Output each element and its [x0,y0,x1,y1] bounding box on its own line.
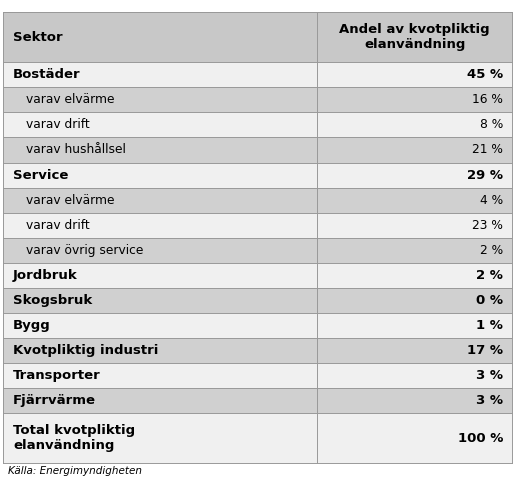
Text: 29 %: 29 % [467,169,503,181]
Bar [3,338,317,363]
Text: 17 %: 17 % [467,344,503,357]
Text: varav övrig service: varav övrig service [26,244,143,257]
Text: Total kvotpliktig
elanvändning: Total kvotpliktig elanvändning [13,424,135,452]
Bar [3,313,317,338]
Bar [317,112,512,138]
Text: Jordbruk: Jordbruk [13,269,78,282]
Text: 3 %: 3 % [476,394,503,407]
Text: 2 %: 2 % [476,269,503,282]
Bar [3,213,317,238]
Bar [317,87,512,112]
Text: 1 %: 1 % [476,319,503,332]
Bar [317,62,512,87]
Bar [3,238,317,263]
Text: Transporter: Transporter [13,369,100,382]
Text: Fjärrvärme: Fjärrvärme [13,394,96,407]
Bar [3,188,317,213]
Bar [3,363,317,388]
Bar [317,313,512,338]
Text: 0 %: 0 % [476,294,503,307]
Text: Källa: Energimyndigheten: Källa: Energimyndigheten [8,466,142,475]
Bar [3,112,317,138]
Bar [317,12,512,62]
Text: 23 %: 23 % [472,219,503,232]
Text: Bygg: Bygg [13,319,50,332]
Bar [3,263,317,288]
Bar [317,163,512,188]
Text: varav elvärme: varav elvärme [26,194,114,207]
Bar [317,138,512,163]
Bar [3,288,317,313]
Bar [317,213,512,238]
Bar [3,87,317,112]
Bar [317,338,512,363]
Text: varav elvärme: varav elvärme [26,94,114,106]
Bar [317,413,512,463]
Text: 4 %: 4 % [480,194,503,207]
Text: Kvotpliktig industri: Kvotpliktig industri [13,344,158,357]
Text: varav hushållsel: varav hushållsel [26,144,126,156]
Bar [3,163,317,188]
Bar [317,363,512,388]
Text: Bostäder: Bostäder [13,69,80,81]
Text: 2 %: 2 % [480,244,503,257]
Bar [3,388,317,413]
Bar [3,138,317,163]
Bar [317,263,512,288]
Text: 45 %: 45 % [467,69,503,81]
Text: 100 %: 100 % [458,432,503,444]
Bar [317,238,512,263]
Text: Andel av kvotpliktig
elanvändning: Andel av kvotpliktig elanvändning [339,24,490,51]
Text: varav drift: varav drift [26,119,90,131]
Text: 3 %: 3 % [476,369,503,382]
Bar [317,188,512,213]
Text: varav drift: varav drift [26,219,90,232]
Bar [317,288,512,313]
Bar [3,12,317,62]
Text: Sektor: Sektor [13,31,62,44]
Text: 16 %: 16 % [472,94,503,106]
Text: 8 %: 8 % [480,119,503,131]
Bar [317,388,512,413]
Bar [3,413,317,463]
Text: 21 %: 21 % [472,144,503,156]
Text: Skogsbruk: Skogsbruk [13,294,92,307]
Bar [3,62,317,87]
Text: Service: Service [13,169,68,181]
